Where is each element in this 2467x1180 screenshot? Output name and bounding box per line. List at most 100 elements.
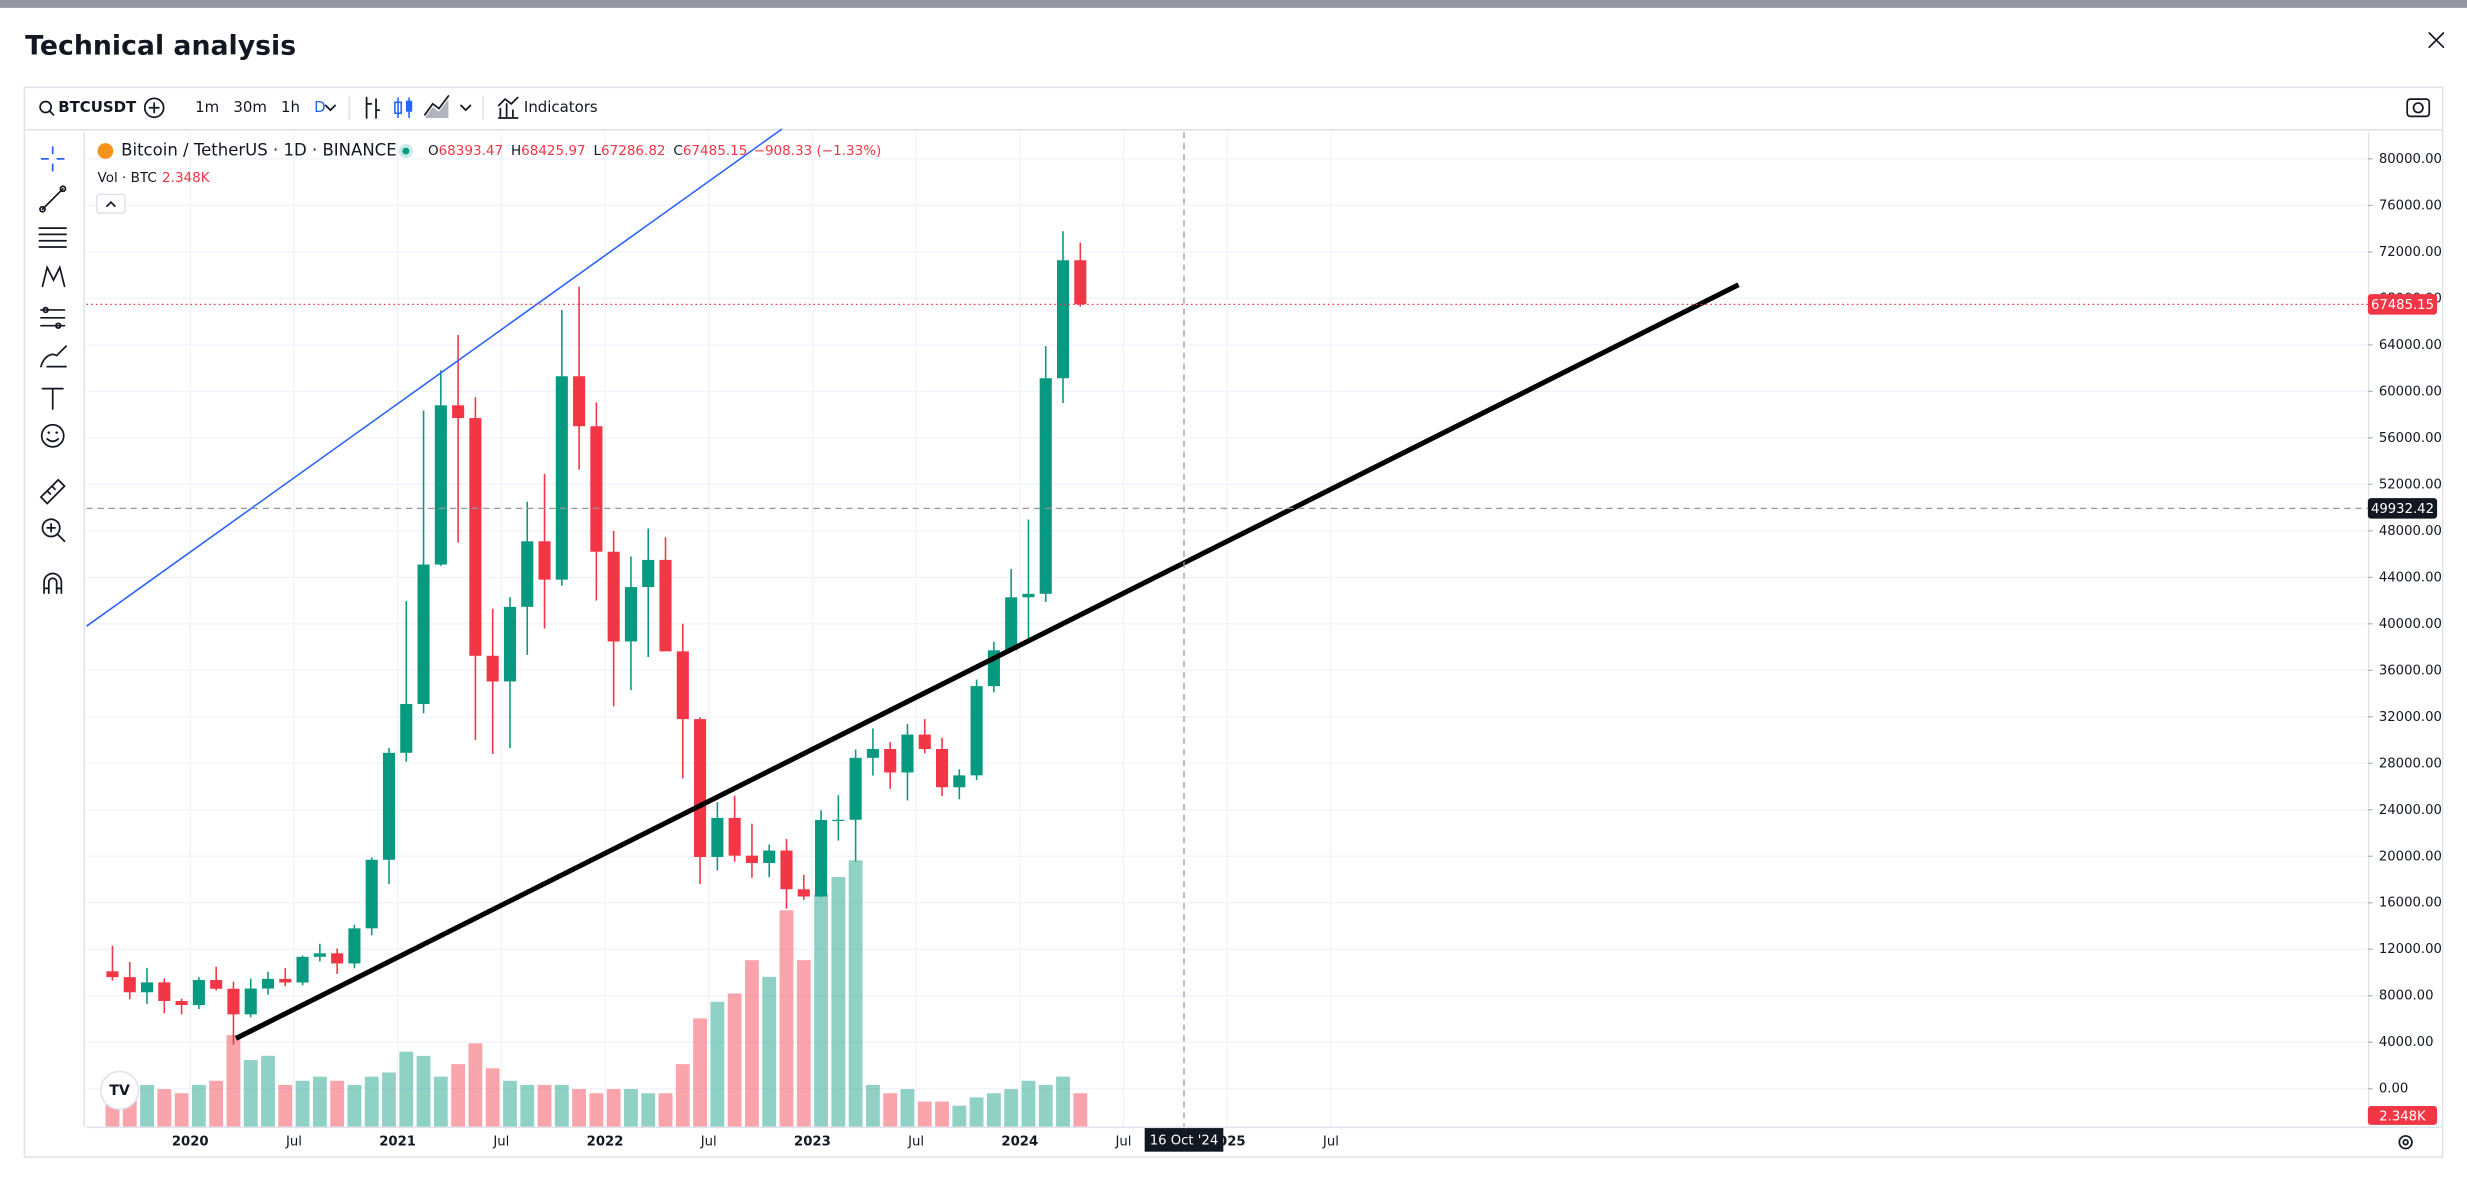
ruler-tool[interactable] (39, 478, 66, 505)
crosshair-tool[interactable] (40, 146, 65, 172)
bar-type-button[interactable] (365, 96, 381, 119)
volume-bar (710, 1001, 725, 1127)
volume-bar (243, 1059, 258, 1127)
symbol-search[interactable]: BTCUSDT (39, 98, 137, 116)
volume-bar (606, 1089, 621, 1127)
volume-bar (347, 1084, 362, 1127)
type-dropdown[interactable] (460, 104, 472, 112)
interval-button[interactable]: 30m (233, 98, 267, 116)
volume-bar (779, 910, 794, 1127)
area-type-button[interactable] (423, 95, 450, 118)
text-tool[interactable] (41, 387, 64, 410)
candle-type-button[interactable] (394, 97, 413, 118)
x-tick-label: 2020 (172, 1134, 209, 1149)
y-tick-label: 48000.00 (2379, 524, 2442, 539)
candle-body (313, 953, 326, 957)
y-tick-label: 60000.00 (2379, 384, 2442, 399)
x-tick-label: 2021 (379, 1134, 416, 1149)
volume-tag (2367, 1106, 2438, 1125)
x-tick-label: Jul (700, 1134, 717, 1149)
interval-button[interactable]: 1h (281, 98, 300, 116)
volume-bar (1004, 1089, 1019, 1127)
crosshair-date-label: 16 Oct '24 (1150, 1134, 1218, 1149)
volume-bar (935, 1101, 949, 1127)
candle-body (175, 1000, 188, 1006)
drawing-tools (38, 146, 67, 595)
indicators-button[interactable]: Indicators (497, 96, 598, 119)
volume-bar (174, 1093, 189, 1127)
volume-bar (762, 976, 777, 1127)
volume-bar (848, 860, 863, 1127)
last-price-tag (2367, 294, 2438, 315)
trendline-tool[interactable] (39, 185, 67, 213)
trendline-black (234, 282, 1740, 1041)
candle-body (866, 748, 879, 758)
ohlc-key: C (673, 143, 682, 159)
market-status-dot (402, 147, 410, 155)
interval-dropdown[interactable] (324, 104, 336, 112)
y-tick-label: 0.00 (2379, 1082, 2408, 1097)
candle-body (901, 734, 914, 773)
snapshot-button[interactable] (2406, 98, 2431, 118)
candle-body (140, 982, 154, 993)
candle-body (573, 376, 586, 427)
prediction-tool[interactable] (40, 306, 66, 329)
volume-bar (641, 1093, 656, 1127)
ohlc-value: 67485.15 (683, 143, 748, 159)
interval-button[interactable]: 1m (195, 98, 219, 116)
ohlc-key: L (593, 143, 601, 159)
emoji-tool[interactable] (40, 423, 65, 448)
axis-settings[interactable] (2398, 1135, 2413, 1150)
candle-body (469, 418, 482, 656)
y-tick-label: 52000.00 (2379, 477, 2442, 492)
volume-bar (433, 1076, 448, 1127)
candle-body (745, 855, 758, 864)
volume-bar (1056, 1076, 1070, 1127)
brush-tool[interactable] (40, 345, 67, 368)
candle-body (780, 850, 793, 890)
candle-body (1056, 260, 1070, 379)
pattern-tool[interactable] (41, 264, 66, 288)
y-tick-label: 12000.00 (2379, 942, 2442, 957)
y-tick-label: 28000.00 (2379, 756, 2442, 771)
volume-bar (1038, 1084, 1053, 1127)
fib-tool[interactable] (38, 227, 67, 248)
y-tick-label: 44000.00 (2379, 570, 2442, 585)
crosshair-price-label: 49932.42 (2371, 502, 2434, 517)
candle-body (1005, 597, 1018, 651)
modal-title: Technical analysis (25, 31, 296, 62)
candle-body (227, 988, 240, 1015)
y-tick-label: 72000.00 (2379, 245, 2442, 260)
candle-body (642, 559, 655, 588)
interval-button[interactable]: D (314, 98, 326, 116)
volume-bar (382, 1072, 396, 1127)
candle-body (452, 405, 465, 419)
volume-bar (745, 960, 759, 1127)
candle-body (244, 988, 257, 1015)
volume-value: 2.348K (162, 170, 211, 186)
close-button[interactable] (2428, 32, 2445, 49)
ohlc-value: 68425.97 (521, 143, 586, 159)
ohlc-key: H (511, 143, 521, 159)
ohlc-value: 67286.82 (601, 143, 666, 159)
volume-bar (520, 1084, 535, 1127)
volume-bar (1021, 1080, 1036, 1127)
zoom-tool[interactable] (41, 518, 66, 543)
compare-button[interactable] (143, 97, 165, 119)
volume-bar (693, 1018, 707, 1127)
x-tick-label: Jul (285, 1134, 302, 1149)
candle-body (659, 559, 672, 652)
magnet-tool[interactable] (43, 572, 63, 595)
x-tick-label: 2024 (1001, 1134, 1038, 1149)
y-tick-label: 40000.00 (2379, 617, 2442, 632)
collapse-legend[interactable] (95, 193, 126, 214)
candle-body (400, 704, 413, 753)
candle-body (158, 982, 171, 1001)
candle-body (348, 928, 361, 964)
volume-bar (572, 1089, 587, 1127)
candle-body (607, 551, 620, 642)
candle-body (590, 426, 603, 552)
volume-bar (831, 877, 846, 1127)
volume-bar (140, 1084, 154, 1127)
